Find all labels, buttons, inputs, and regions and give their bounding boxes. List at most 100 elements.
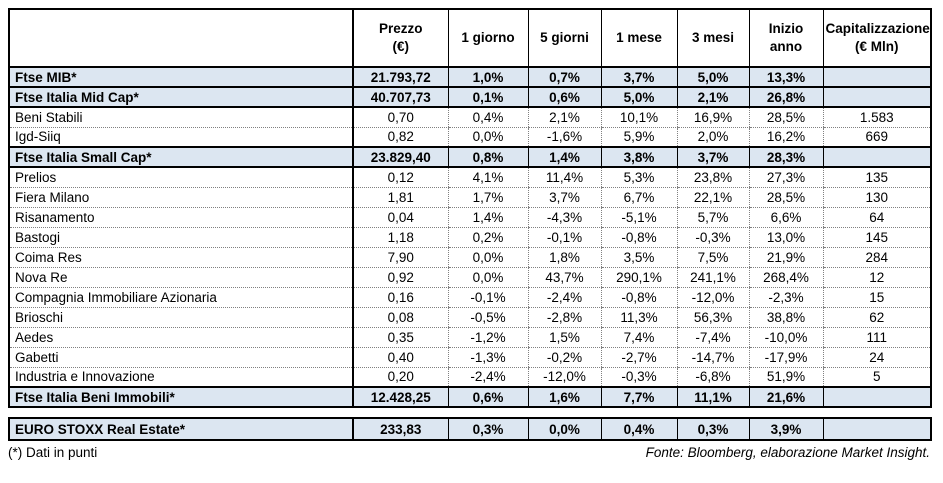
cell-g1: 0,0% xyxy=(447,266,528,288)
cell-m3: 22,1% xyxy=(676,186,749,208)
stock-row: Brioschi 0,08 -0,5% -2,8% 11,3% 56,3% 38,8% 62 xyxy=(8,306,931,328)
cell-ytd: 38,8% xyxy=(748,306,823,328)
cell-name: Ftse MIB* xyxy=(8,66,354,88)
cell-cap xyxy=(822,66,931,88)
column-header-m1: 1 mese xyxy=(600,8,678,68)
cell-prezzo: 0,20 xyxy=(352,366,448,388)
column-header-prezzo: Prezzo (€) xyxy=(352,8,449,68)
index-row: EURO STOXX Real Estate* 233,83 0,3% 0,0% 0,4… xyxy=(8,417,931,441)
cell-m1: 3,7% xyxy=(600,66,677,88)
cell-name: Ftse Italia Mid Cap* xyxy=(8,86,354,108)
cell-ytd: 16,2% xyxy=(748,126,823,148)
cell-cap xyxy=(822,146,931,168)
cell-g5: -4,3% xyxy=(527,206,601,228)
column-header-ytd: Inizio anno xyxy=(748,8,824,68)
cell-m3: 5,0% xyxy=(676,66,749,88)
cell-cap: 669 xyxy=(822,126,931,148)
cell-ytd: 13,3% xyxy=(748,66,823,88)
cell-prezzo: 23.829,40 xyxy=(352,146,448,168)
column-header-cap: Capitalizzazione (€ Mln) xyxy=(822,8,932,68)
cell-name: Industria e Innovazione xyxy=(8,366,354,388)
cell-name: Beni Stabili xyxy=(8,106,354,128)
stock-row: Aedes 0,35 -1,2% 1,5% 7,4% -7,4% -10,0% 111 xyxy=(8,326,931,348)
cell-g5: 0,7% xyxy=(527,66,601,88)
cell-name: Igd-Siiq xyxy=(8,126,354,148)
cell-g1: 1,7% xyxy=(447,186,528,208)
column-header-label: Prezzo xyxy=(378,20,423,36)
cell-g1: -1,2% xyxy=(447,326,528,348)
column-header-m3: 3 mesi xyxy=(676,8,750,68)
stock-row: Fiera Milano 1,81 1,7% 3,7% 6,7% 22,1% 28,5% 13… xyxy=(8,186,931,208)
cell-m3: -14,7% xyxy=(676,346,749,368)
cell-m1: 3,5% xyxy=(600,246,677,268)
cell-cap: 15 xyxy=(822,286,931,308)
index-row: Ftse Italia Small Cap* 23.829,40 0,8% 1,4% 3… xyxy=(8,146,931,168)
cell-m3: 241,1% xyxy=(676,266,749,288)
cell-ytd: 26,8% xyxy=(748,86,823,108)
cell-ytd: 28,5% xyxy=(748,106,823,128)
cell-prezzo: 0,35 xyxy=(352,326,448,348)
footnote-dati-in-punti: (*) Dati in punti xyxy=(8,445,98,460)
stock-row: Compagnia Immobiliare Azionaria 0,16 -0,1%… xyxy=(8,286,931,308)
cell-prezzo: 0,12 xyxy=(352,166,448,188)
cell-name: Compagnia Immobiliare Azionaria xyxy=(8,286,354,308)
cell-g5: -2,4% xyxy=(527,286,601,308)
cell-cap: 64 xyxy=(822,206,931,228)
cell-cap: 5 xyxy=(822,366,931,388)
column-header-label: 3 mesi xyxy=(691,29,735,45)
cell-m1: -0,3% xyxy=(600,366,677,388)
cell-m3: 2,0% xyxy=(676,126,749,148)
cell-prezzo: 0,82 xyxy=(352,126,448,148)
cell-prezzo: 7,90 xyxy=(352,246,448,268)
column-header-sublabel: (€ Mln) xyxy=(855,39,899,54)
stock-row: Nova Re 0,92 0,0% 43,7% 290,1% 241,1% 268,4% 12 xyxy=(8,266,931,288)
index-row: Ftse Italia Mid Cap* 40.707,73 0,1% 0,6% 5,0… xyxy=(8,86,931,108)
cell-prezzo: 233,83 xyxy=(352,417,448,441)
cell-ytd: 13,0% xyxy=(748,226,823,248)
cell-m1: 7,7% xyxy=(600,386,677,408)
cell-m3: 7,5% xyxy=(676,246,749,268)
cell-cap: 62 xyxy=(822,306,931,328)
cell-m3: 0,3% xyxy=(676,417,749,441)
cell-ytd: 51,9% xyxy=(748,366,823,388)
cell-m1: 11,3% xyxy=(600,306,677,328)
cell-g5: -0,2% xyxy=(527,346,601,368)
column-header-g1: 1 giorno xyxy=(447,8,529,68)
cell-m1: -5,1% xyxy=(600,206,677,228)
cell-prezzo: 0,70 xyxy=(352,106,448,128)
cell-g1: -2,4% xyxy=(447,366,528,388)
cell-g1: 0,2% xyxy=(447,226,528,248)
cell-ytd: -17,9% xyxy=(748,346,823,368)
stock-row: Igd-Siiq 0,82 0,0% -1,6% 5,9% 2,0% 16,2% 669 xyxy=(8,126,931,148)
column-header-label: 1 giorno xyxy=(461,29,515,45)
cell-name: Nova Re xyxy=(8,266,354,288)
cell-g1: 0,8% xyxy=(447,146,528,168)
cell-m1: 7,4% xyxy=(600,326,677,348)
cell-name: Brioschi xyxy=(8,306,354,328)
cell-m1: 5,0% xyxy=(600,86,677,108)
cell-prezzo: 1,18 xyxy=(352,226,448,248)
market-table: Prezzo (€) 1 giorno 5 giorni 1 mese 3 mesi Ini… xyxy=(8,8,932,408)
euro-stoxx-table: EURO STOXX Real Estate* 233,83 0,3% 0,0% 0,4… xyxy=(8,417,932,441)
cell-g1: 0,4% xyxy=(447,106,528,128)
cell-g5: 1,6% xyxy=(527,386,601,408)
cell-g1: 4,1% xyxy=(447,166,528,188)
cell-m1: 290,1% xyxy=(600,266,677,288)
cell-cap: 145 xyxy=(822,226,931,248)
column-header-name xyxy=(8,8,354,68)
cell-prezzo: 0,40 xyxy=(352,346,448,368)
cell-cap xyxy=(822,417,931,441)
cell-prezzo: 1,81 xyxy=(352,186,448,208)
cell-prezzo: 0,16 xyxy=(352,286,448,308)
cell-g1: 1,4% xyxy=(447,206,528,228)
index-row: Ftse Italia Beni Immobili* 12.428,25 0,6% 1… xyxy=(8,386,931,408)
cell-g5: -12,0% xyxy=(527,366,601,388)
cell-name: Risanamento xyxy=(8,206,354,228)
table-footer: (*) Dati in punti Fonte: Bloomberg, elab… xyxy=(8,445,930,460)
cell-ytd: 28,3% xyxy=(748,146,823,168)
source-credit: Fonte: Bloomberg, elaborazione Market In… xyxy=(645,445,930,460)
cell-m3: 11,1% xyxy=(676,386,749,408)
cell-cap: 24 xyxy=(822,346,931,368)
cell-m3: 23,8% xyxy=(676,166,749,188)
cell-g1: 1,0% xyxy=(447,66,528,88)
